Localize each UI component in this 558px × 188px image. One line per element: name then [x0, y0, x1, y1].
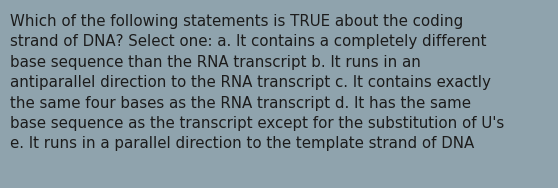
Text: Which of the following statements is TRUE about the coding
strand of DNA? Select: Which of the following statements is TRU… [10, 14, 504, 151]
